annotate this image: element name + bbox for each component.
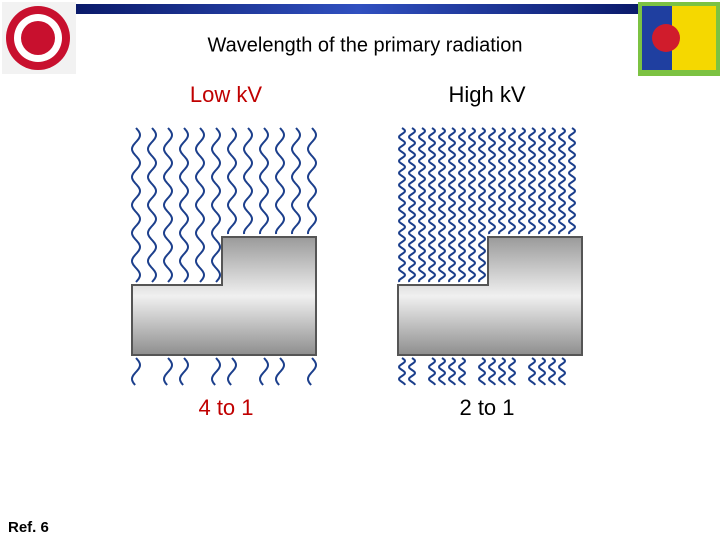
wave bbox=[487, 357, 497, 386]
wave bbox=[226, 357, 238, 386]
wave bbox=[407, 357, 417, 386]
wave bbox=[477, 357, 487, 386]
ratio-label: 4 to 1 bbox=[198, 395, 253, 420]
wave bbox=[547, 127, 557, 235]
wave bbox=[274, 127, 286, 235]
wave bbox=[457, 127, 467, 283]
left-logo bbox=[2, 2, 76, 74]
slide-title: Wavelength of the primary radiation bbox=[208, 34, 523, 56]
wave bbox=[306, 357, 318, 386]
absorber-object bbox=[131, 236, 317, 356]
wave bbox=[557, 357, 567, 386]
wave bbox=[567, 127, 577, 235]
wave bbox=[407, 127, 417, 283]
wave bbox=[130, 357, 142, 386]
wave bbox=[417, 127, 427, 283]
wave bbox=[146, 127, 158, 283]
wave bbox=[258, 127, 270, 235]
wave bbox=[507, 357, 517, 386]
wave bbox=[527, 127, 537, 235]
wave bbox=[437, 127, 447, 283]
wave bbox=[517, 127, 527, 235]
wave bbox=[457, 357, 467, 386]
wave bbox=[537, 357, 547, 386]
wave bbox=[194, 127, 206, 283]
wave bbox=[130, 127, 142, 283]
wave bbox=[178, 357, 190, 386]
wave bbox=[274, 357, 286, 386]
wave bbox=[447, 127, 457, 283]
wave bbox=[547, 357, 557, 386]
wave bbox=[427, 357, 437, 386]
wave bbox=[290, 127, 302, 235]
absorber-object bbox=[397, 236, 583, 356]
wave bbox=[497, 357, 507, 386]
wave bbox=[427, 127, 437, 283]
wave bbox=[210, 357, 222, 386]
header-bar bbox=[76, 4, 640, 14]
wave bbox=[487, 127, 497, 235]
right-logo bbox=[638, 2, 720, 76]
wave bbox=[497, 127, 507, 235]
panel-label: High kV bbox=[448, 82, 525, 107]
waves bbox=[130, 127, 577, 386]
ratio-label: 2 to 1 bbox=[459, 395, 514, 420]
wave bbox=[242, 127, 254, 235]
wave bbox=[527, 357, 537, 386]
wave bbox=[162, 127, 174, 283]
wave bbox=[178, 127, 190, 283]
wave bbox=[306, 127, 318, 235]
footer-ref: Ref. 6 bbox=[8, 519, 49, 536]
wave bbox=[507, 127, 517, 235]
wave bbox=[537, 127, 547, 235]
wave bbox=[210, 127, 222, 283]
wave bbox=[447, 357, 457, 386]
panel-label: Low kV bbox=[190, 82, 262, 107]
wave bbox=[477, 127, 487, 283]
wave bbox=[162, 357, 174, 386]
wave bbox=[397, 357, 407, 386]
wave bbox=[226, 127, 238, 235]
wave bbox=[258, 357, 270, 386]
wave bbox=[467, 127, 477, 283]
wave bbox=[397, 127, 407, 283]
wave bbox=[437, 357, 447, 386]
wave bbox=[557, 127, 567, 235]
